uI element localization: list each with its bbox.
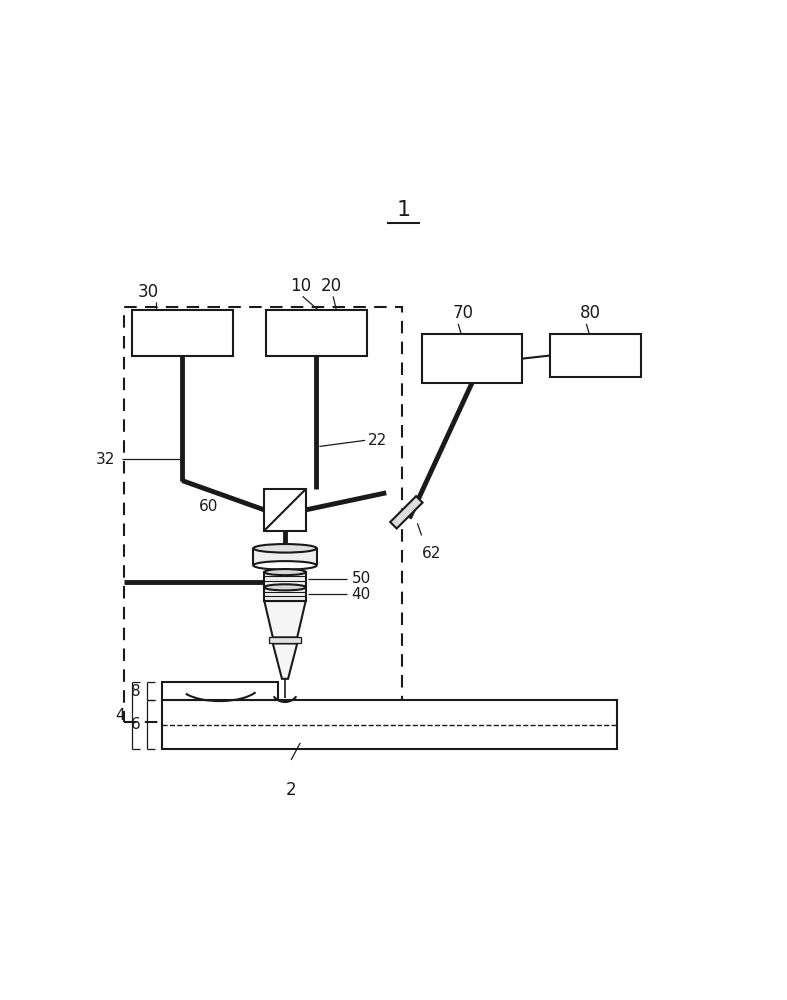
Ellipse shape bbox=[264, 569, 306, 575]
Text: 80: 80 bbox=[580, 304, 601, 322]
Ellipse shape bbox=[253, 544, 316, 553]
Text: 70: 70 bbox=[453, 304, 473, 322]
Text: 6: 6 bbox=[131, 717, 141, 732]
Bar bbox=[264, 572, 305, 586]
Polygon shape bbox=[273, 643, 297, 679]
Text: 2: 2 bbox=[286, 781, 297, 799]
Text: 40: 40 bbox=[352, 587, 371, 602]
Text: 4: 4 bbox=[115, 708, 124, 723]
Bar bbox=[132, 310, 233, 356]
Text: 20: 20 bbox=[321, 277, 342, 295]
Text: 10: 10 bbox=[290, 277, 312, 295]
Text: 8: 8 bbox=[131, 684, 141, 699]
Bar bbox=[264, 587, 305, 601]
Bar bbox=[162, 700, 617, 749]
Text: 62: 62 bbox=[422, 546, 441, 561]
Text: 50: 50 bbox=[352, 571, 371, 586]
Text: 22: 22 bbox=[368, 433, 387, 448]
Bar bbox=[264, 489, 305, 531]
Text: 1: 1 bbox=[397, 200, 410, 220]
Ellipse shape bbox=[264, 584, 306, 590]
Text: 60: 60 bbox=[199, 499, 219, 514]
Polygon shape bbox=[264, 601, 306, 637]
Bar bbox=[162, 682, 279, 700]
Bar bbox=[268, 637, 301, 643]
Polygon shape bbox=[390, 496, 423, 528]
Bar bbox=[253, 548, 316, 565]
Text: 32: 32 bbox=[95, 452, 115, 467]
Bar bbox=[550, 334, 641, 377]
Bar bbox=[266, 310, 367, 356]
Text: 30: 30 bbox=[138, 283, 159, 301]
Ellipse shape bbox=[253, 561, 316, 570]
Bar bbox=[422, 334, 523, 383]
Bar bbox=[124, 307, 401, 722]
